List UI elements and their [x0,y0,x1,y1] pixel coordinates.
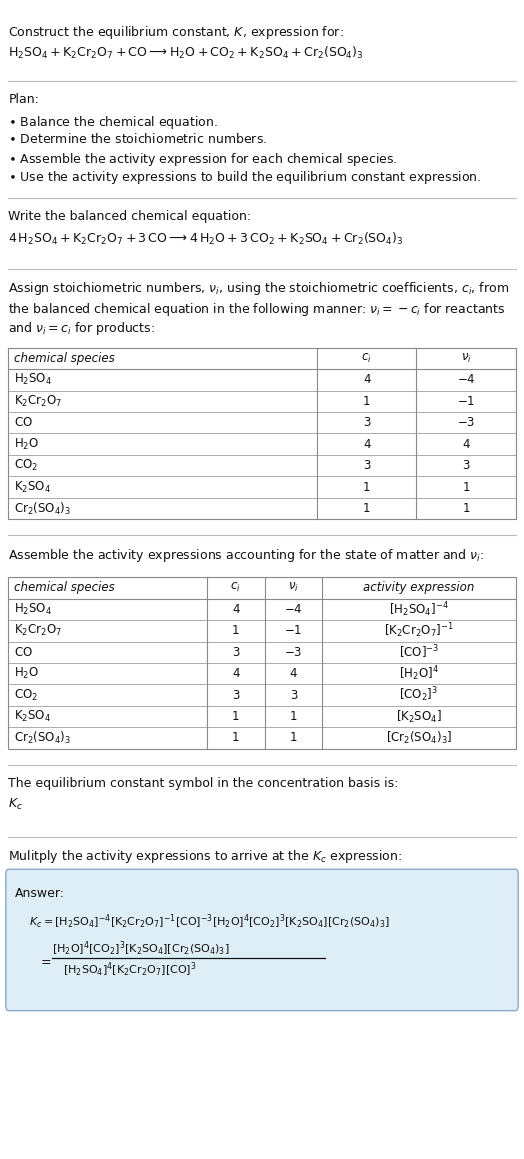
Text: $\mathrm{H_2O}$: $\mathrm{H_2O}$ [14,437,39,452]
Text: 1: 1 [290,731,297,744]
Text: $[\mathrm{H_2SO_4}]^{-4}$: $[\mathrm{H_2SO_4}]^{-4}$ [389,600,449,619]
Text: 1: 1 [363,502,370,515]
Text: $\mathrm{CO_2}$: $\mathrm{CO_2}$ [14,458,38,473]
Text: Construct the equilibrium constant, $K$, expression for:: Construct the equilibrium constant, $K$,… [8,24,344,42]
Text: $-3$: $-3$ [457,416,475,429]
Text: $\mathrm{K_2SO_4}$: $\mathrm{K_2SO_4}$ [14,709,51,724]
Text: 3: 3 [290,688,297,701]
Text: 3: 3 [232,688,239,701]
Text: chemical species: chemical species [14,352,114,365]
Text: 4: 4 [363,373,370,386]
Text: Assemble the activity expressions accounting for the state of matter and $\nu_i$: Assemble the activity expressions accoun… [8,547,485,564]
Text: $[\mathrm{CO}]^{-3}$: $[\mathrm{CO}]^{-3}$ [399,643,439,661]
Text: Answer:: Answer: [15,887,64,899]
Text: 1: 1 [462,502,470,515]
FancyBboxPatch shape [8,577,516,749]
Text: $-1$: $-1$ [284,625,302,637]
Text: $\mathrm{H_2SO_4}$: $\mathrm{H_2SO_4}$ [14,602,52,617]
Text: $c_i$: $c_i$ [231,582,241,595]
Text: $\mathrm{Cr_2(SO_4)_3}$: $\mathrm{Cr_2(SO_4)_3}$ [14,501,71,517]
Text: Write the balanced chemical equation:: Write the balanced chemical equation: [8,210,252,223]
Text: $\mathrm{K_2SO_4}$: $\mathrm{K_2SO_4}$ [14,480,51,495]
Text: $[\mathrm{Cr_2(SO_4)_3}]$: $[\mathrm{Cr_2(SO_4)_3}]$ [386,730,452,746]
Text: $\mathrm{K_2Cr_2O_7}$: $\mathrm{K_2Cr_2O_7}$ [14,624,62,639]
FancyBboxPatch shape [8,348,516,519]
Text: 3: 3 [363,459,370,472]
Text: Assign stoichiometric numbers, $\nu_i$, using the stoichiometric coefficients, $: Assign stoichiometric numbers, $\nu_i$, … [8,280,509,298]
Text: 1: 1 [290,710,297,723]
Text: 3: 3 [232,646,239,658]
Text: $\mathrm{H_2SO_4 + K_2Cr_2O_7 + CO}\longrightarrow\mathrm{H_2O + CO_2 + K_2SO_4 : $\mathrm{H_2SO_4 + K_2Cr_2O_7 + CO}\long… [8,45,364,61]
Text: activity expression: activity expression [363,582,475,595]
Text: $\mathrm{K_2Cr_2O_7}$: $\mathrm{K_2Cr_2O_7}$ [14,394,62,409]
Text: 3: 3 [363,416,370,429]
Text: $-4$: $-4$ [284,603,303,615]
Text: 4: 4 [290,668,297,680]
Text: $-4$: $-4$ [456,373,475,386]
Text: 1: 1 [232,625,239,637]
Text: $\mathrm{H_2O}$: $\mathrm{H_2O}$ [14,666,39,681]
Text: 1: 1 [462,481,470,494]
Text: Mulitply the activity expressions to arrive at the $K_c$ expression:: Mulitply the activity expressions to arr… [8,848,402,866]
Text: $\nu_i$: $\nu_i$ [461,352,472,365]
Text: $K_c$: $K_c$ [8,797,23,812]
Text: $\bullet$ Assemble the activity expression for each chemical species.: $\bullet$ Assemble the activity expressi… [8,151,398,168]
Text: 1: 1 [363,395,370,408]
Text: $\mathrm{H_2SO_4}$: $\mathrm{H_2SO_4}$ [14,372,52,387]
Text: and $\nu_i = c_i$ for products:: and $\nu_i = c_i$ for products: [8,320,156,337]
Text: 1: 1 [232,731,239,744]
Text: $\mathrm{Cr_2(SO_4)_3}$: $\mathrm{Cr_2(SO_4)_3}$ [14,730,71,746]
Text: $-3$: $-3$ [284,646,302,658]
Text: 3: 3 [462,459,470,472]
Text: chemical species: chemical species [14,582,114,595]
Text: $\mathrm{CO}$: $\mathrm{CO}$ [14,646,32,658]
Text: $c_i$: $c_i$ [362,352,372,365]
Text: the balanced chemical equation in the following manner: $\nu_i = -c_i$ for react: the balanced chemical equation in the fo… [8,301,506,319]
Text: $=$: $=$ [38,954,51,968]
Text: $\bullet$ Use the activity expressions to build the equilibrium constant express: $\bullet$ Use the activity expressions t… [8,169,482,187]
Text: $-1$: $-1$ [457,395,475,408]
Text: $\mathrm{CO}$: $\mathrm{CO}$ [14,416,32,429]
Text: $[\mathrm{H_2SO_4}]^4[\mathrm{K_2Cr_2O_7}][\mathrm{CO}]^3$: $[\mathrm{H_2SO_4}]^4[\mathrm{K_2Cr_2O_7… [63,961,196,979]
Text: 4: 4 [232,603,239,615]
Text: $[\mathrm{K_2Cr_2O_7}]^{-1}$: $[\mathrm{K_2Cr_2O_7}]^{-1}$ [384,621,454,640]
Text: 4: 4 [232,668,239,680]
Text: The equilibrium constant symbol in the concentration basis is:: The equilibrium constant symbol in the c… [8,777,399,789]
Text: $\bullet$ Determine the stoichiometric numbers.: $\bullet$ Determine the stoichiometric n… [8,132,268,146]
Text: $[\mathrm{H_2O}]^4[\mathrm{CO_2}]^3[\mathrm{K_2SO_4}][\mathrm{Cr_2(SO_4)_3}]$: $[\mathrm{H_2O}]^4[\mathrm{CO_2}]^3[\mat… [52,940,230,958]
Text: 4: 4 [363,438,370,451]
Text: $[\mathrm{K_2SO_4}]$: $[\mathrm{K_2SO_4}]$ [396,708,442,724]
Text: 1: 1 [232,710,239,723]
Text: $[\mathrm{CO_2}]^{3}$: $[\mathrm{CO_2}]^{3}$ [399,686,439,705]
Text: $K_c = [\mathrm{H_2SO_4}]^{-4}[\mathrm{K_2Cr_2O_7}]^{-1}[\mathrm{CO}]^{-3}[\math: $K_c = [\mathrm{H_2SO_4}]^{-4}[\mathrm{K… [29,912,390,931]
Text: $\nu_i$: $\nu_i$ [288,582,299,595]
Text: 4: 4 [462,438,470,451]
Text: $[\mathrm{H_2O}]^{4}$: $[\mathrm{H_2O}]^{4}$ [399,664,439,683]
Text: Plan:: Plan: [8,93,39,105]
FancyBboxPatch shape [6,869,518,1011]
Text: 1: 1 [363,481,370,494]
Text: $4\,\mathrm{H_2SO_4 + K_2Cr_2O_7 + 3\,CO}\longrightarrow\mathrm{4\,H_2O + 3\,CO_: $4\,\mathrm{H_2SO_4 + K_2Cr_2O_7 + 3\,CO… [8,231,404,247]
Text: $\bullet$ Balance the chemical equation.: $\bullet$ Balance the chemical equation. [8,114,219,131]
Text: $\mathrm{CO_2}$: $\mathrm{CO_2}$ [14,687,38,702]
